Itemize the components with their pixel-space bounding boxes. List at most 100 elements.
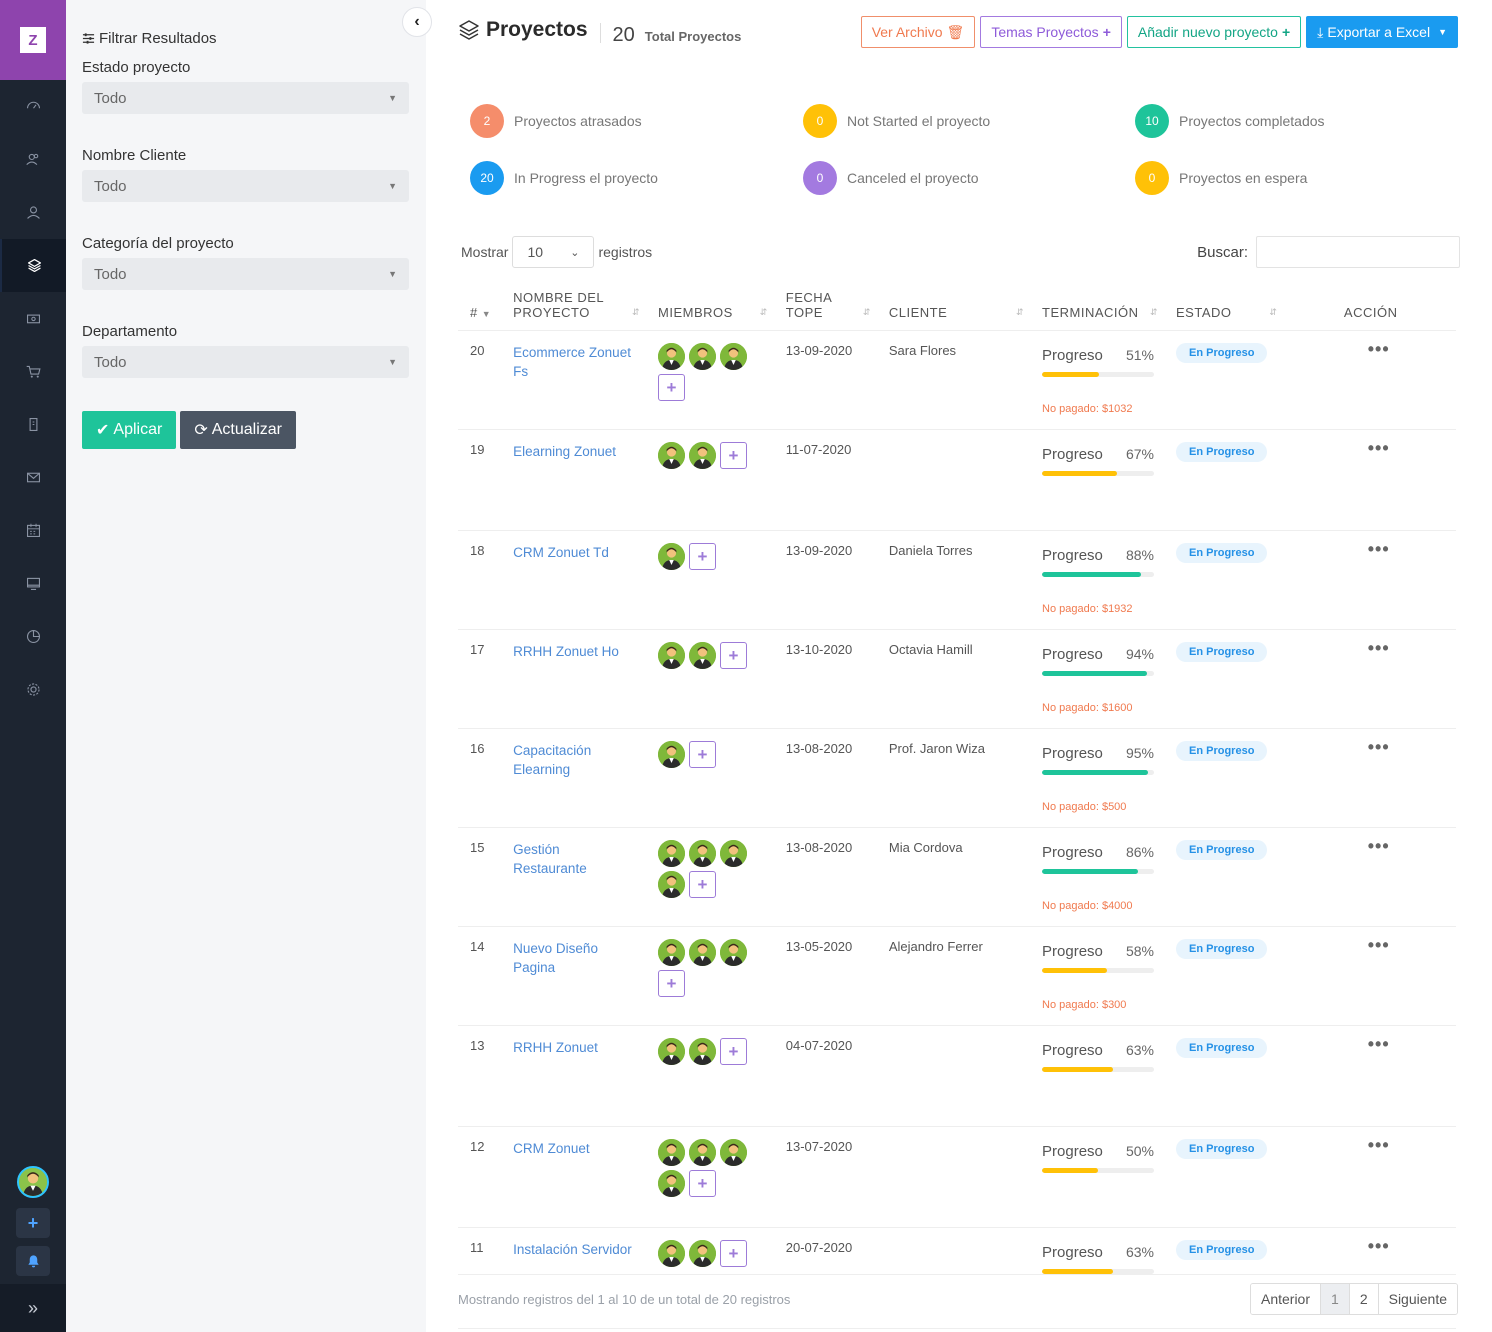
- user-avatar[interactable]: [17, 1166, 49, 1198]
- more-actions-icon[interactable]: •••: [1367, 935, 1390, 955]
- member-avatar[interactable]: [658, 840, 686, 867]
- member-avatar[interactable]: [658, 442, 686, 469]
- project-name-link[interactable]: RRHH Zonuet: [513, 1040, 598, 1055]
- view-archive-button[interactable]: Ver Archivo 🗑︎: [860, 16, 976, 48]
- project-name-link[interactable]: Instalación Servidor: [513, 1242, 632, 1257]
- table-info: Mostrando registros del 1 al 10 de un to…: [458, 1292, 791, 1307]
- rail-item-mail[interactable]: [0, 451, 66, 504]
- more-actions-icon[interactable]: •••: [1367, 638, 1390, 658]
- caret-down-icon: ▼: [388, 181, 397, 191]
- more-actions-icon[interactable]: •••: [1367, 539, 1390, 559]
- add-member-button[interactable]: +: [720, 1038, 748, 1065]
- add-member-button[interactable]: +: [658, 374, 686, 401]
- add-member-button[interactable]: +: [720, 442, 748, 469]
- project-name-link[interactable]: Capacitación Elearning: [513, 743, 592, 777]
- stat-count-badge: 0: [1135, 161, 1169, 195]
- search-input[interactable]: [1256, 236, 1460, 268]
- member-avatar[interactable]: [689, 840, 717, 867]
- rail-item-dashboard[interactable]: [0, 80, 66, 133]
- prev-page-button[interactable]: Anterior: [1250, 1284, 1322, 1314]
- column-header[interactable]: TERMINACIÓN ⇵: [1030, 284, 1165, 331]
- filter-select[interactable]: Todo ▼: [82, 170, 409, 202]
- quick-add-button[interactable]: +: [16, 1208, 50, 1238]
- project-name-link[interactable]: Nuevo Diseño Pagina: [513, 941, 598, 975]
- project-name-link[interactable]: CRM Zonuet Td: [513, 545, 609, 560]
- filter-select[interactable]: Todo ▼: [82, 258, 409, 290]
- rail-item-layers[interactable]: [0, 239, 66, 292]
- column-header[interactable]: ESTADO ⇵: [1164, 284, 1284, 331]
- refresh-button[interactable]: ⟳ Actualizar: [180, 411, 296, 449]
- apply-button[interactable]: ✔ Aplicar: [82, 411, 177, 449]
- column-header[interactable]: NOMBRE DEL PROYECTO ⇵: [501, 284, 647, 331]
- member-avatar[interactable]: [720, 939, 748, 966]
- column-header[interactable]: # ▼: [458, 284, 502, 331]
- collapse-filter-button[interactable]: ‹: [402, 7, 432, 37]
- project-name-link[interactable]: Elearning Zonuet: [513, 444, 616, 459]
- member-avatar[interactable]: [689, 939, 717, 966]
- refresh-label: Actualizar: [211, 421, 282, 438]
- filter-select[interactable]: Todo ▼: [82, 346, 409, 378]
- column-header[interactable]: MIEMBROS ⇵: [646, 284, 774, 331]
- notifications-button[interactable]: [16, 1246, 50, 1276]
- member-avatar[interactable]: [720, 1139, 748, 1166]
- more-actions-icon[interactable]: •••: [1367, 339, 1390, 359]
- member-avatar[interactable]: [658, 871, 686, 898]
- add-member-button[interactable]: +: [658, 970, 686, 997]
- more-actions-icon[interactable]: •••: [1367, 1236, 1390, 1256]
- rail-item-chart-pie[interactable]: [0, 610, 66, 663]
- project-name-link[interactable]: CRM Zonuet: [513, 1141, 590, 1156]
- member-avatar[interactable]: [658, 642, 686, 669]
- member-avatar[interactable]: [689, 1240, 717, 1267]
- rail-item-user[interactable]: [0, 186, 66, 239]
- next-page-button[interactable]: Siguiente: [1378, 1284, 1457, 1314]
- rail-item-building[interactable]: [0, 398, 66, 451]
- member-avatar[interactable]: [658, 1240, 686, 1267]
- member-avatar[interactable]: [720, 343, 748, 370]
- more-actions-icon[interactable]: •••: [1367, 836, 1390, 856]
- project-name-link[interactable]: RRHH Zonuet Ho: [513, 644, 619, 659]
- add-member-button[interactable]: +: [720, 1240, 748, 1267]
- export-excel-button[interactable]: ⤓ Exportar a Excel ▼: [1306, 16, 1458, 48]
- rail-item-gear[interactable]: [0, 663, 66, 716]
- project-name-link[interactable]: Ecommerce Zonuet Fs: [513, 345, 631, 379]
- rail-item-money[interactable]: [0, 292, 66, 345]
- app-logo[interactable]: Z: [0, 0, 66, 80]
- page-1-button[interactable]: 1: [1321, 1284, 1350, 1314]
- add-member-button[interactable]: +: [720, 642, 748, 669]
- more-actions-icon[interactable]: •••: [1367, 737, 1390, 757]
- page-length-select[interactable]: 10 ⌄: [512, 236, 595, 268]
- page-2-button[interactable]: 2: [1349, 1284, 1379, 1314]
- expand-rail-button[interactable]: »: [0, 1284, 66, 1332]
- project-themes-button[interactable]: Temas Proyectos +: [980, 16, 1122, 48]
- member-avatar[interactable]: [658, 741, 686, 768]
- member-avatar[interactable]: [720, 840, 748, 867]
- member-avatar[interactable]: [658, 543, 686, 570]
- member-avatar[interactable]: [689, 1038, 717, 1065]
- rail-item-users[interactable]: [0, 133, 66, 186]
- project-name-link[interactable]: Gestión Restaurante: [513, 842, 587, 876]
- rail-item-cart[interactable]: [0, 345, 66, 398]
- member-avatar[interactable]: [689, 642, 717, 669]
- add-project-button[interactable]: Añadir nuevo proyecto +: [1126, 16, 1302, 48]
- member-avatar[interactable]: [658, 343, 686, 370]
- plus-icon: +: [697, 1173, 708, 1193]
- member-avatar[interactable]: [658, 1038, 686, 1065]
- filter-select[interactable]: Todo ▼: [82, 82, 409, 114]
- member-avatar[interactable]: [689, 442, 717, 469]
- member-avatar[interactable]: [689, 343, 717, 370]
- add-member-button[interactable]: +: [689, 741, 717, 768]
- member-avatar[interactable]: [658, 939, 686, 966]
- member-avatar[interactable]: [658, 1170, 686, 1197]
- member-avatar[interactable]: [689, 1139, 717, 1166]
- add-member-button[interactable]: +: [689, 1170, 717, 1197]
- add-member-button[interactable]: +: [689, 543, 717, 570]
- member-avatar[interactable]: [658, 1139, 686, 1166]
- more-actions-icon[interactable]: •••: [1367, 1034, 1390, 1054]
- rail-item-calendar[interactable]: [0, 504, 66, 557]
- more-actions-icon[interactable]: •••: [1367, 438, 1390, 458]
- column-header[interactable]: FECHA TOPE ⇵: [773, 284, 877, 331]
- rail-item-monitor[interactable]: [0, 557, 66, 610]
- add-member-button[interactable]: +: [689, 871, 717, 898]
- column-header[interactable]: CLIENTE ⇵: [876, 284, 1031, 331]
- more-actions-icon[interactable]: •••: [1367, 1135, 1390, 1155]
